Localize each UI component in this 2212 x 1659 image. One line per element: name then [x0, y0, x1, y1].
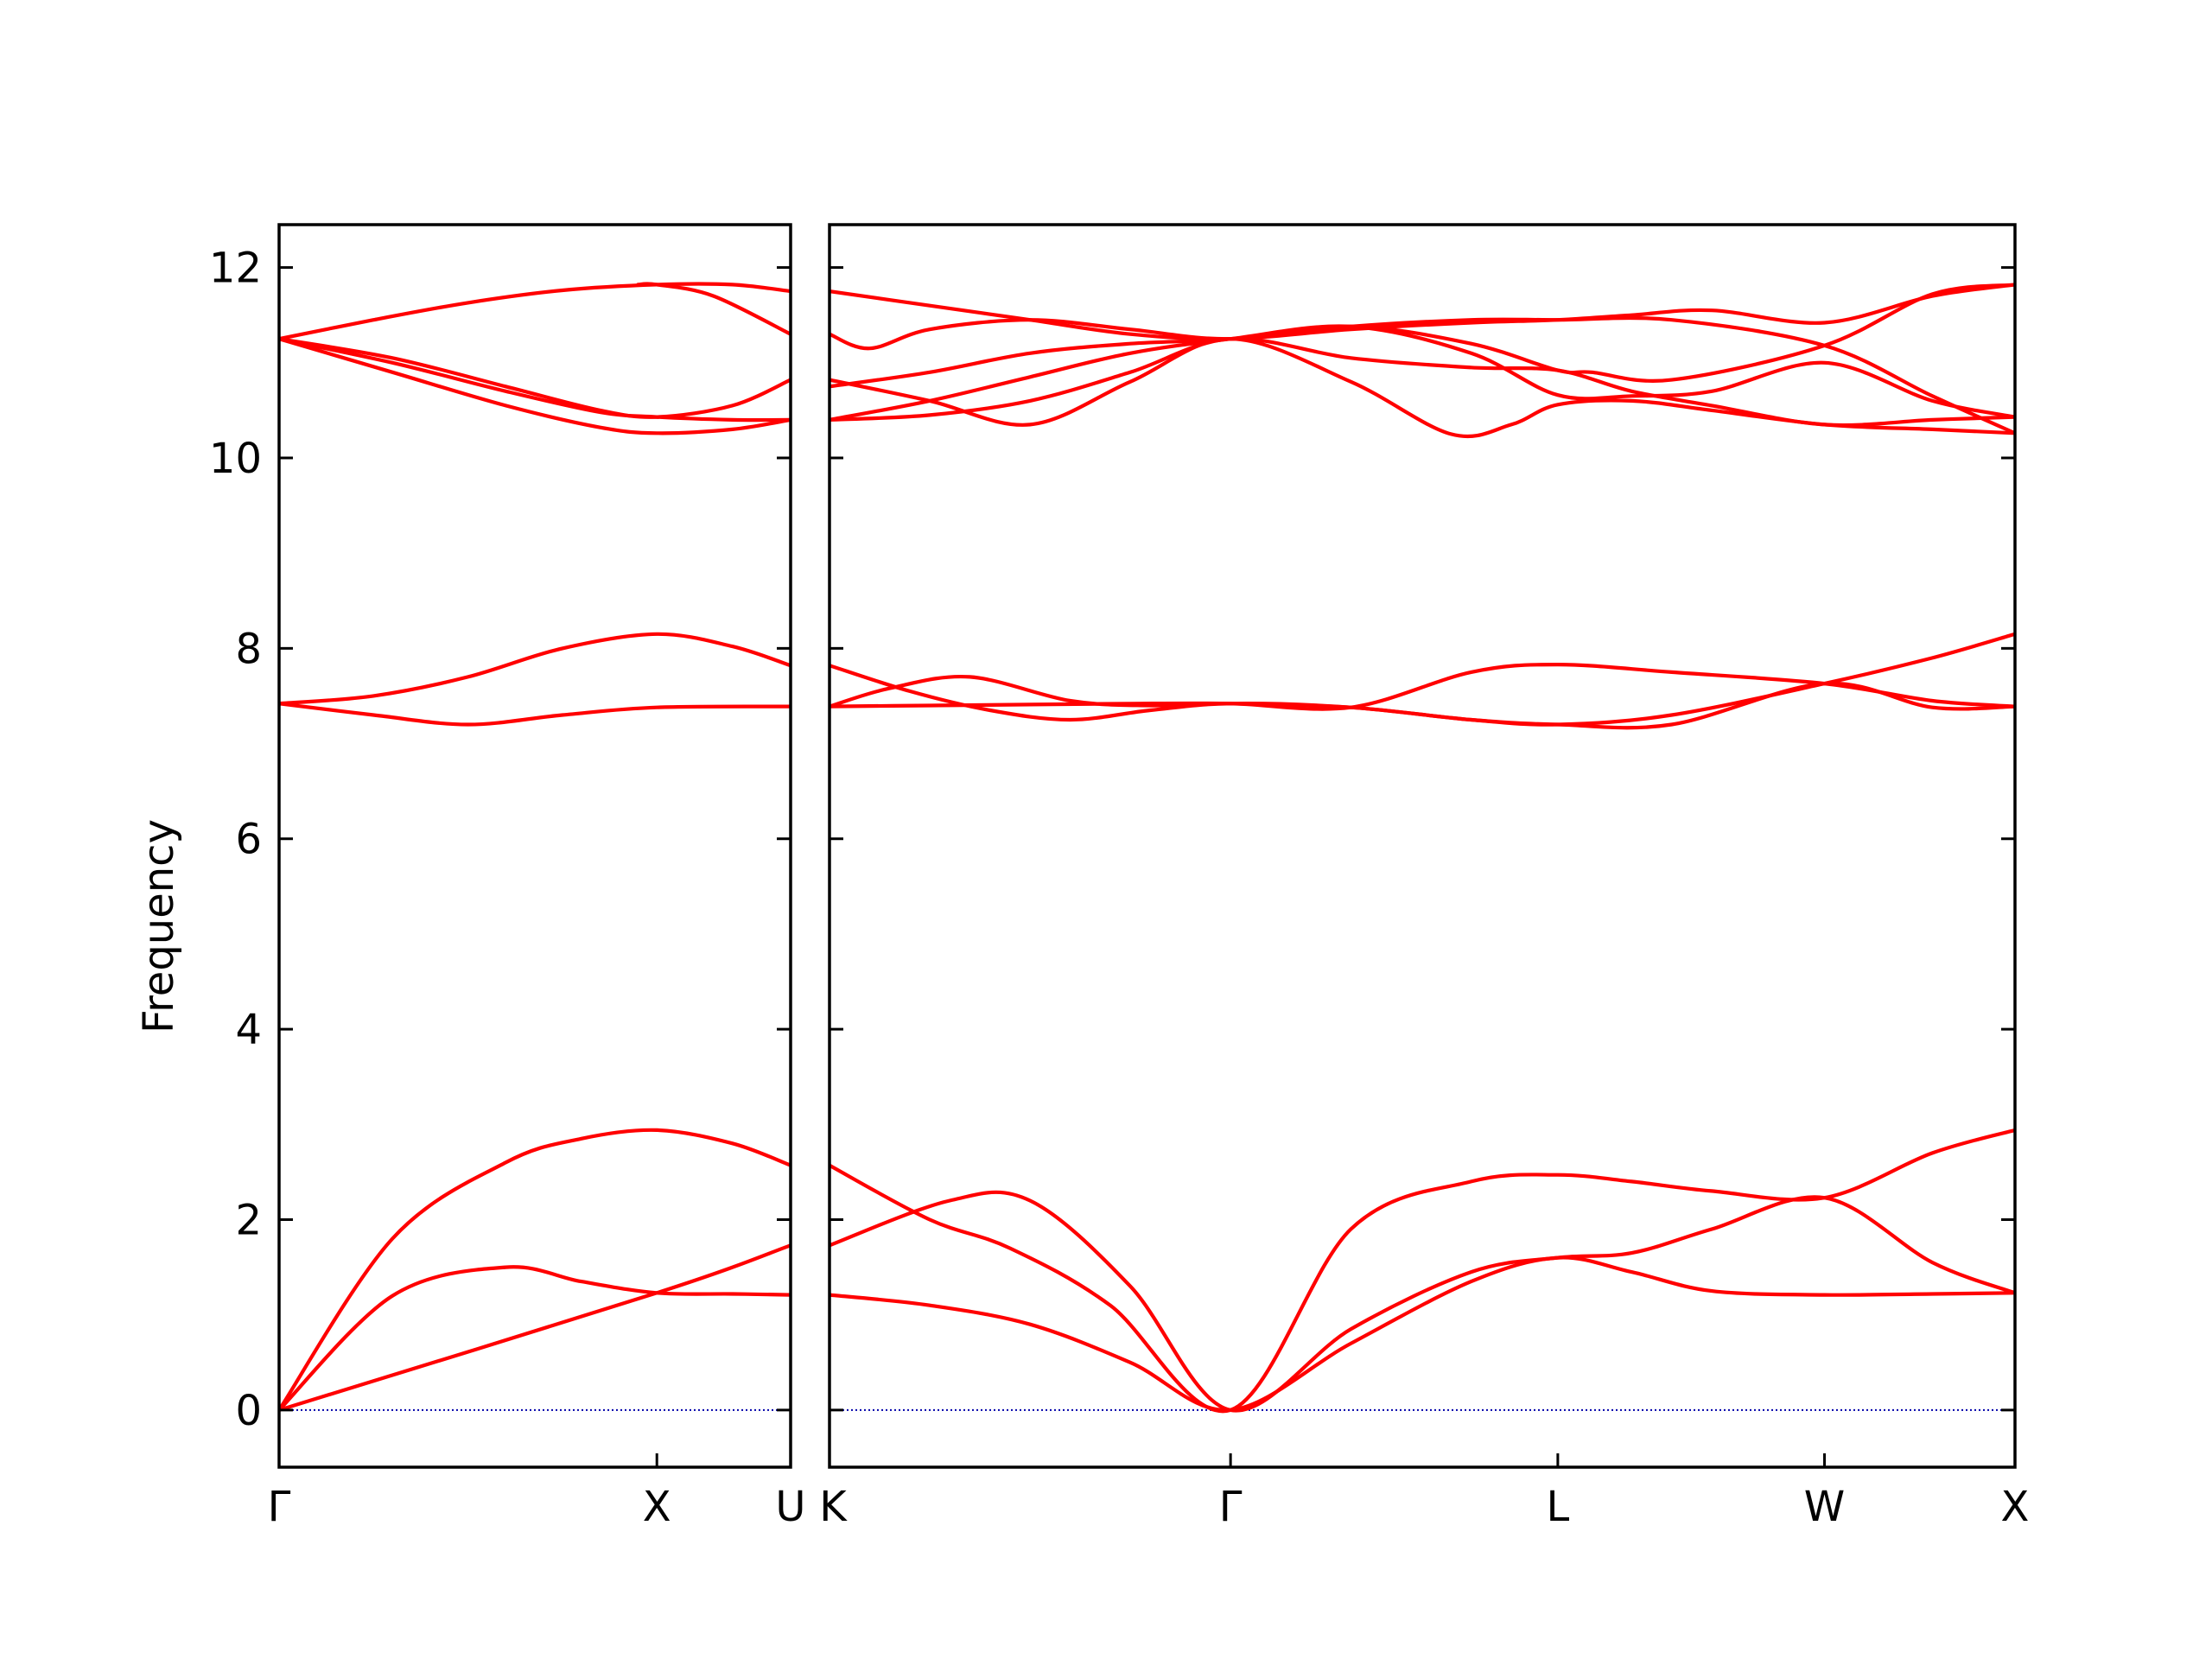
x-tick-label: U	[775, 1483, 805, 1531]
panels-group: 0 2 4 6 8 10 12 Γ X U K Γ L W X	[209, 223, 2030, 1531]
band-line	[830, 324, 2015, 422]
band-line	[279, 337, 791, 435]
band-line	[279, 282, 791, 341]
band-line	[279, 337, 791, 419]
band-line	[830, 283, 2015, 389]
band-line	[830, 337, 2015, 439]
band-line	[279, 702, 791, 727]
band-line	[830, 632, 2015, 727]
y-tick-label: 0	[235, 1387, 262, 1435]
panel-frame	[828, 223, 2017, 1469]
bands-group	[830, 283, 2015, 1414]
x-tick-label: Γ	[268, 1483, 291, 1531]
y-tick-label: 2	[235, 1197, 262, 1245]
y-axis-label: Frequency	[135, 819, 183, 1033]
x-tick-label: W	[1804, 1483, 1845, 1531]
y-tick-label: 4	[235, 1006, 262, 1054]
panel-frame	[277, 223, 792, 1469]
band-line	[830, 663, 2015, 711]
band-line	[279, 337, 791, 423]
y-tick-label: 12	[209, 245, 262, 293]
y-tick-label: 10	[209, 435, 262, 483]
band-line	[830, 336, 2015, 428]
x-tick-label: Γ	[1219, 1483, 1243, 1531]
band-line	[279, 1265, 791, 1412]
band-line	[830, 1190, 2015, 1413]
band-line	[830, 1128, 2015, 1414]
x-tick-label: X	[643, 1483, 671, 1531]
x-tick-label: K	[819, 1483, 848, 1531]
band-line	[830, 1255, 2015, 1413]
band-line	[830, 283, 2015, 341]
x-tick-label: X	[2001, 1483, 2030, 1531]
y-tick-label: 6	[235, 816, 262, 864]
bands-group	[279, 282, 791, 1412]
band-line	[279, 1128, 791, 1412]
x-tick-label: L	[1547, 1483, 1570, 1531]
panel-1: 0 2 4 6 8 10 12 Γ X U	[209, 223, 806, 1531]
band-line	[279, 1243, 791, 1412]
band-line	[830, 681, 2015, 730]
band-line	[279, 632, 791, 706]
band-line	[636, 282, 791, 336]
y-tick-label: 8	[235, 625, 262, 673]
